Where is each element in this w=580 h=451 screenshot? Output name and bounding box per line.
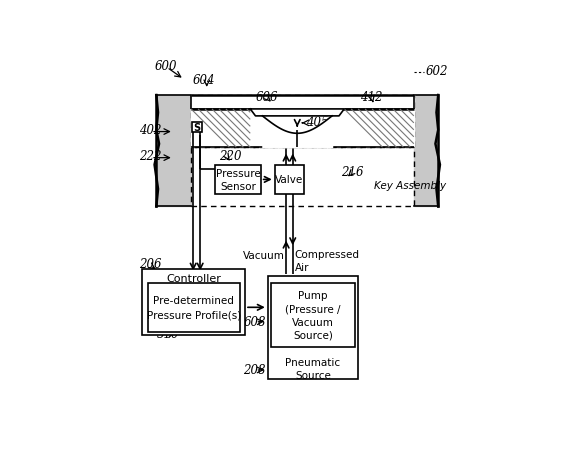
Text: Compressed
Air: Compressed Air	[295, 249, 360, 272]
FancyBboxPatch shape	[271, 283, 355, 348]
Text: Controller: Controller	[166, 273, 221, 283]
Text: 216: 216	[341, 166, 363, 179]
Text: 606: 606	[255, 91, 278, 104]
Text: 604: 604	[193, 74, 215, 87]
FancyBboxPatch shape	[274, 165, 304, 195]
Text: Pump
(Pressure /
Vacuum
Source): Pump (Pressure / Vacuum Source)	[285, 291, 340, 340]
Text: Key Assembly: Key Assembly	[374, 181, 446, 191]
Polygon shape	[250, 110, 345, 117]
Text: 222: 222	[139, 150, 161, 163]
Polygon shape	[191, 110, 414, 148]
Text: 602: 602	[426, 65, 448, 78]
Text: Valve: Valve	[276, 175, 303, 185]
Text: 608: 608	[243, 315, 266, 328]
Text: S: S	[193, 122, 200, 133]
Polygon shape	[191, 96, 414, 110]
Text: Pre-determined
Pressure Profile(s): Pre-determined Pressure Profile(s)	[147, 296, 241, 320]
FancyBboxPatch shape	[147, 283, 240, 332]
FancyBboxPatch shape	[267, 276, 358, 379]
FancyBboxPatch shape	[215, 165, 260, 195]
FancyBboxPatch shape	[192, 123, 201, 132]
Text: 412: 412	[360, 91, 382, 104]
Polygon shape	[414, 96, 438, 207]
Text: 220: 220	[219, 150, 241, 163]
Text: 600: 600	[154, 60, 177, 73]
Text: Vacuum: Vacuum	[242, 251, 284, 261]
Text: 405: 405	[306, 115, 328, 129]
Text: Pressure
Sensor: Pressure Sensor	[216, 168, 260, 192]
Text: 208: 208	[243, 363, 266, 376]
FancyBboxPatch shape	[142, 269, 245, 336]
Polygon shape	[156, 96, 191, 207]
Text: 402: 402	[139, 124, 161, 137]
Text: 310: 310	[157, 327, 180, 340]
Text: Pneumatic
Source: Pneumatic Source	[285, 357, 340, 380]
Text: 206: 206	[139, 258, 161, 271]
